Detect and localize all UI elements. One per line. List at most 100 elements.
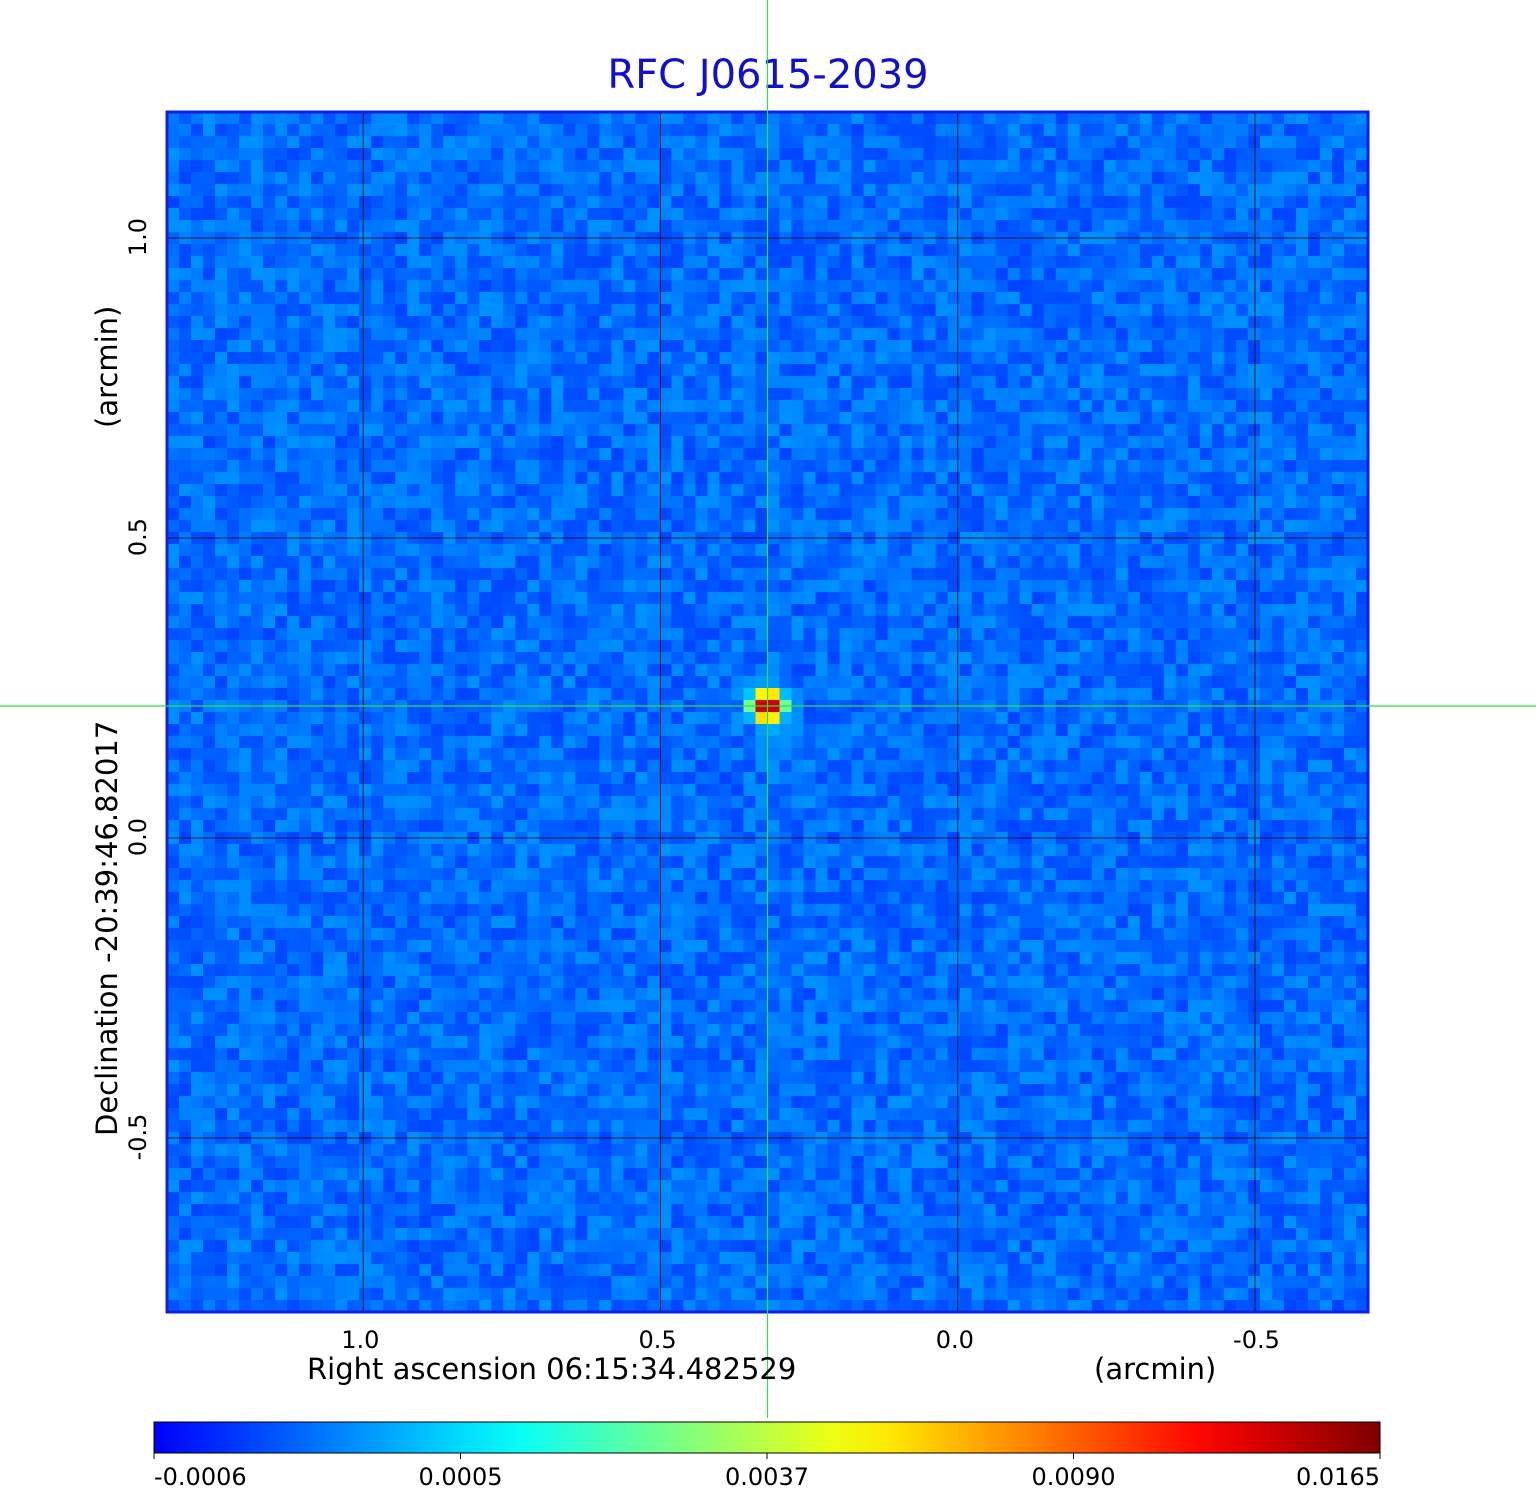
heatmap-cell (1247, 604, 1261, 617)
heatmap-cell (731, 688, 745, 701)
heatmap-cell (983, 148, 997, 161)
heatmap-cell (503, 484, 516, 497)
heatmap-cell (791, 640, 805, 653)
heatmap-cell (695, 256, 709, 269)
heatmap-cell (563, 544, 576, 557)
heatmap-cell (779, 388, 793, 401)
heatmap-cell (707, 436, 721, 449)
heatmap-cell (599, 436, 612, 449)
heatmap-cell (323, 292, 336, 305)
heatmap-cell (1223, 376, 1237, 389)
heatmap-cell (383, 556, 396, 569)
heatmap-cell (1007, 148, 1021, 161)
heatmap-cell (395, 664, 408, 677)
heatmap-cell (191, 436, 204, 449)
heatmap-cell (1067, 592, 1081, 605)
heatmap-cell (779, 148, 793, 161)
heatmap-cell (791, 112, 805, 125)
heatmap-cell (1355, 364, 1369, 377)
heatmap-cell (479, 268, 492, 281)
heatmap-cell (1319, 436, 1333, 449)
heatmap-cell (203, 244, 216, 257)
heatmap-cell (779, 436, 793, 449)
heatmap-cell (443, 496, 456, 509)
heatmap-cell (695, 424, 709, 437)
heatmap-cell (275, 412, 288, 425)
heatmap-cell (1247, 676, 1261, 689)
heatmap-cell (707, 340, 721, 353)
heatmap-cell (575, 544, 588, 557)
heatmap-cell (1343, 604, 1357, 617)
heatmap-cell (1007, 340, 1021, 353)
heatmap-cell (1043, 460, 1057, 473)
heatmap-cell (1043, 328, 1057, 341)
heatmap-cell (887, 388, 901, 401)
heatmap-cell (827, 364, 841, 377)
heatmap-cell (863, 364, 877, 377)
heatmap-cell (923, 568, 937, 581)
heatmap-cell (167, 592, 180, 605)
heatmap-cell (419, 124, 432, 137)
heatmap-cell (971, 244, 985, 257)
heatmap-cell (551, 112, 564, 125)
heatmap-cell (443, 208, 456, 221)
heatmap-cell (923, 328, 937, 341)
heatmap-cell (659, 220, 673, 233)
heatmap-cell (383, 484, 396, 497)
heatmap-cell (731, 268, 745, 281)
heatmap-cell (755, 448, 769, 461)
heatmap-cell (755, 412, 769, 425)
heatmap-cell (563, 292, 576, 305)
heatmap-cell (1235, 484, 1249, 497)
heatmap-cell (707, 556, 721, 569)
heatmap-cell (263, 364, 276, 377)
heatmap-cell (1055, 460, 1069, 473)
heatmap-cell (791, 124, 805, 137)
heatmap-cell (1355, 640, 1369, 653)
heatmap-cell (491, 148, 504, 161)
heatmap-cell (419, 676, 432, 689)
heatmap-cell (191, 172, 204, 185)
heatmap-cell (1307, 400, 1321, 413)
heatmap-cell (1055, 184, 1069, 197)
heatmap-cell (1115, 688, 1129, 701)
heatmap-cell (1271, 448, 1285, 461)
heatmap-cell (1319, 508, 1333, 521)
heatmap-cell (1175, 328, 1189, 341)
heatmap-cell (1355, 484, 1369, 497)
heatmap-cell (875, 640, 889, 653)
heatmap-cell (611, 244, 624, 257)
heatmap-cell (887, 604, 901, 617)
heatmap-cell (1175, 652, 1189, 665)
heatmap-cell (311, 364, 324, 377)
heatmap-cell (455, 472, 468, 485)
heatmap-cell (371, 124, 384, 137)
heatmap-cell (671, 472, 685, 485)
heatmap-cell (971, 544, 985, 557)
heatmap-cell (1295, 460, 1309, 473)
heatmap-cell (863, 628, 877, 641)
heatmap-cell (587, 244, 600, 257)
heatmap-cell (515, 304, 528, 317)
heatmap-cell (707, 316, 721, 329)
heatmap-cell (287, 400, 300, 413)
heatmap-cell (959, 208, 973, 221)
heatmap-cell (1007, 304, 1021, 317)
heatmap-cell (923, 172, 937, 185)
heatmap-cell (203, 520, 216, 533)
heatmap-cell (311, 568, 324, 581)
heatmap-cell (839, 640, 853, 653)
heatmap-cell (239, 292, 252, 305)
heatmap-cell (1187, 688, 1201, 701)
heatmap-cell (1211, 412, 1225, 425)
heatmap-cell (551, 592, 564, 605)
heatmap-cell (167, 556, 180, 569)
heatmap-cell (971, 424, 985, 437)
heatmap-cell (971, 592, 985, 605)
heatmap-cell (1139, 280, 1153, 293)
heatmap-cell (875, 196, 889, 209)
heatmap-cell (671, 508, 685, 521)
heatmap-cell (251, 136, 264, 149)
heatmap-cell (1115, 400, 1129, 413)
heatmap-cell (1163, 376, 1177, 389)
